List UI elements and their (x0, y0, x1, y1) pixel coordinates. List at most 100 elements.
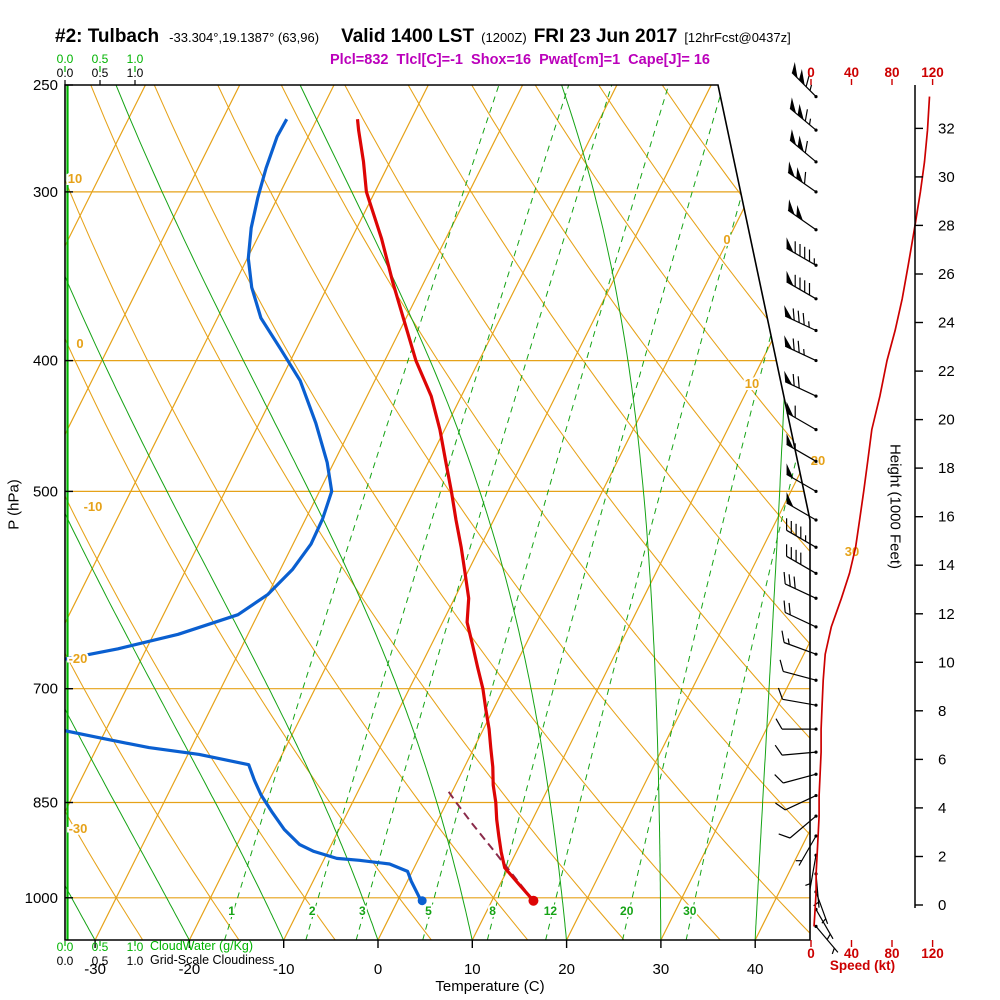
wind-barb-stem (798, 835, 817, 866)
dry-adiabat-line (65, 85, 529, 940)
wind-full-barb (793, 576, 796, 589)
wind-barb (777, 687, 818, 707)
temperature-axis-ticks: -30 -20 -10 0 10 20 30 40 (84, 940, 764, 978)
wind-barb (791, 61, 818, 99)
wind-barb (786, 270, 818, 301)
pressure-tick-label: 400 (33, 353, 58, 370)
dry-adiabat-line (534, 85, 810, 940)
speed-tick-label-bottom: 0 (807, 946, 815, 961)
valid-time: Valid 1400 LST (341, 26, 475, 47)
isotherm-line (65, 85, 146, 940)
wind-pennant (796, 205, 803, 221)
wind-full-barb (803, 171, 807, 184)
cloudwater-axis-title: CloudWater (g/Kg) (150, 939, 254, 953)
pressure-tick-label: 300 (33, 184, 58, 201)
wind-pennant (786, 433, 794, 449)
mixing-ratio-line (486, 85, 724, 940)
temperature-tick-label: 30 (653, 961, 670, 978)
mixing-ratio-label: 30 (683, 904, 697, 918)
wind-barb (775, 718, 818, 731)
valid-zulu: (1200Z) (481, 30, 527, 45)
wind-half-barb (787, 638, 790, 645)
cloudwater-scale-top-label: 0.0 (57, 52, 74, 66)
speed-axis-title: Speed (kt) (829, 958, 896, 973)
wind-barb (787, 199, 818, 232)
wind-barb (781, 630, 818, 656)
cloudiness-scale-top-label: 1.0 (127, 66, 144, 80)
cloudwater-scale-bottom-label: 0.5 (92, 940, 109, 954)
temperature-tick-label: -10 (273, 961, 295, 978)
wind-barb (789, 97, 818, 132)
temperature-tick-label: 10 (464, 961, 481, 978)
dry-adiabat-line (725, 85, 810, 940)
pressure-tick-label: 250 (33, 77, 58, 94)
moist-adiabat-line (115, 85, 473, 940)
wind-barb (786, 463, 818, 493)
mixing-ratio-line (622, 85, 810, 940)
speed-tick-label-top: 120 (921, 65, 944, 80)
isotherm-label: 20 (811, 453, 825, 468)
height-tick-label: 18 (938, 460, 955, 477)
mixing-ratio-label: 12 (544, 904, 558, 918)
isotherm-label: 10 (745, 376, 759, 391)
wind-half-barb (831, 948, 835, 955)
moist-adiabat-line (561, 85, 662, 940)
height-tick-label: 4 (938, 800, 946, 817)
wind-full-barb (792, 338, 795, 351)
cloudiness-scale-bottom-label: 1.0 (127, 954, 144, 968)
wind-full-barb (783, 571, 786, 584)
moist-adiabat-line (299, 85, 567, 940)
wind-full-barb (792, 308, 795, 321)
stability-indices: Plcl=832 Tlcl[C]=-1 Shox=16 Pwat[cm]=1 C… (330, 52, 710, 68)
height-tick-label: 12 (938, 606, 955, 623)
wind-pennant (784, 370, 793, 386)
wind-full-barb (775, 718, 783, 730)
cloudiness-axis-title: Grid-Scale Cloudiness (150, 953, 275, 967)
valid-date: FRI 23 Jun 2017 (533, 26, 678, 47)
mixing-ratio-line (545, 85, 774, 940)
wind-barbs (774, 61, 839, 955)
mixing-ratio-label: 5 (425, 904, 432, 918)
isotherm-line (94, 85, 524, 940)
wind-barb-stem (809, 855, 817, 889)
pressure-axis-title: P (hPa) (5, 479, 23, 530)
wind-half-barb (808, 321, 810, 328)
skewt-grid (65, 85, 1000, 940)
wind-pennant (786, 270, 794, 286)
wind-pennant (786, 491, 794, 507)
dry-adiabat-line (217, 85, 810, 940)
wind-pennant (791, 61, 798, 79)
dry-adiabat-line (280, 85, 810, 940)
height-tick-label: 6 (938, 751, 946, 768)
wind-barb (783, 571, 818, 600)
wind-half-barb (808, 118, 812, 125)
mixing-ratio-lines (224, 85, 810, 940)
dry-adiabat-label: -10 (84, 499, 103, 514)
wind-full-barb (797, 376, 800, 389)
wind-full-barb (788, 602, 791, 615)
mixing-ratio-line (224, 85, 500, 940)
dry-adiabat-line (65, 85, 144, 940)
station-title: #2: Tulbach (55, 26, 160, 47)
wind-barb (783, 600, 818, 629)
wind-barb-stem (784, 345, 817, 362)
forecast-tag: [12hrFcst@0437z] (684, 30, 791, 45)
pressure-tick-label: 1000 (25, 890, 58, 907)
dry-adiabat-line (90, 85, 625, 940)
dewpoint-curve (65, 118, 424, 903)
speed-tick-label-bottom: 40 (844, 946, 859, 961)
isotherm-label: 30 (845, 544, 859, 559)
wind-full-barb (774, 774, 784, 784)
pressure-tick-label: 700 (33, 681, 58, 698)
moist-adiabat-line (65, 85, 379, 940)
chart-title: #2: Tulbach -33.304°,19.1387° (63,96) Va… (55, 26, 791, 48)
dry-adiabat-line (853, 85, 1000, 940)
cloudwater-scale-top: 0.0 0.5 1.0 (57, 52, 144, 72)
height-tick-label: 20 (938, 412, 955, 429)
temperature-curve (355, 119, 535, 902)
wind-pennant (797, 103, 804, 120)
wind-barb-stem (815, 926, 839, 953)
